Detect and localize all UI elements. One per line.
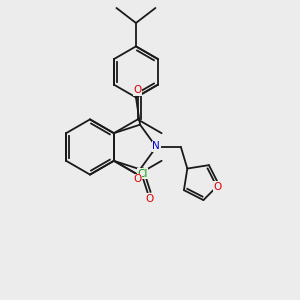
- Text: O: O: [134, 85, 142, 95]
- Text: N: N: [152, 141, 160, 152]
- Text: O: O: [146, 194, 154, 204]
- Text: Cl: Cl: [137, 169, 148, 179]
- Text: O: O: [213, 182, 221, 192]
- Text: O: O: [133, 174, 141, 184]
